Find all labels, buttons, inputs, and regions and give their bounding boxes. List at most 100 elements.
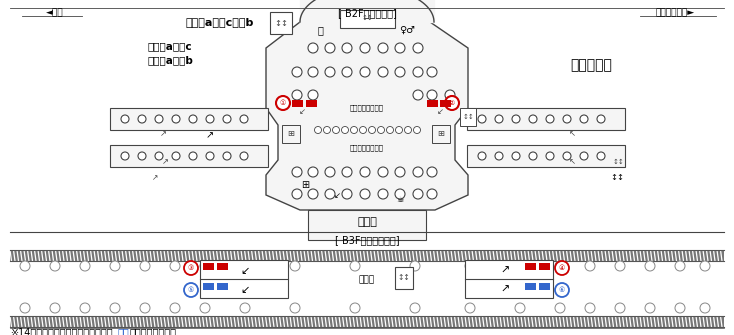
Text: ↕↕: ↕↕	[612, 159, 624, 165]
Circle shape	[395, 189, 405, 199]
Text: 改札内コンコース: 改札内コンコース	[350, 105, 384, 111]
Bar	[110, 108, 268, 130]
Circle shape	[580, 115, 588, 123]
Circle shape	[170, 303, 180, 313]
Circle shape	[615, 261, 625, 271]
Circle shape	[350, 303, 360, 313]
Bar	[525, 263, 536, 270]
Bar	[203, 263, 214, 270]
Circle shape	[675, 303, 685, 313]
Circle shape	[597, 115, 605, 123]
Circle shape	[223, 152, 231, 160]
Circle shape	[378, 43, 388, 53]
Circle shape	[292, 67, 302, 77]
Text: ↙: ↙	[437, 108, 443, 117]
Text: ②: ②	[449, 100, 455, 106]
Circle shape	[360, 189, 370, 199]
Bar	[525, 283, 536, 290]
Circle shape	[200, 303, 210, 313]
Circle shape	[342, 189, 352, 199]
Text: ※14枚セットにお申込みいただくと: ※14枚セットにお申込みいただくと	[10, 327, 112, 335]
Circle shape	[555, 283, 569, 297]
Bar	[200, 260, 288, 298]
Text: ♀♂: ♀♂	[399, 25, 415, 35]
Circle shape	[529, 152, 537, 160]
Circle shape	[512, 115, 520, 123]
Circle shape	[410, 261, 420, 271]
Circle shape	[240, 152, 248, 160]
Text: ↙: ↙	[299, 108, 305, 117]
Circle shape	[546, 152, 554, 160]
Circle shape	[172, 152, 180, 160]
Bar	[306, 100, 317, 107]
Circle shape	[360, 167, 370, 177]
Circle shape	[140, 303, 150, 313]
Circle shape	[184, 283, 198, 297]
Circle shape	[427, 90, 437, 100]
Circle shape	[308, 67, 318, 77]
Circle shape	[308, 189, 318, 199]
Text: ↕↕: ↕↕	[398, 273, 410, 282]
Circle shape	[478, 115, 486, 123]
Circle shape	[240, 261, 250, 271]
Bar	[395, 267, 413, 289]
Circle shape	[700, 261, 710, 271]
Circle shape	[585, 261, 595, 271]
Circle shape	[223, 115, 231, 123]
Text: ↙: ↙	[333, 192, 341, 201]
Circle shape	[351, 127, 357, 134]
Text: ↖: ↖	[569, 157, 575, 166]
Bar	[110, 145, 268, 167]
Text: 改札外コンコース: 改札外コンコース	[350, 145, 384, 151]
Circle shape	[515, 303, 525, 313]
Text: ↗: ↗	[501, 266, 509, 276]
Text: ホーム: ホーム	[359, 275, 375, 284]
Bar	[10, 316, 724, 327]
Circle shape	[20, 303, 30, 313]
Circle shape	[292, 189, 302, 199]
Circle shape	[50, 261, 60, 271]
Circle shape	[240, 115, 248, 123]
Circle shape	[20, 261, 30, 271]
Text: 出口４～７: 出口４～７	[570, 58, 612, 72]
Circle shape	[465, 303, 475, 313]
Circle shape	[290, 261, 300, 271]
Circle shape	[189, 115, 197, 123]
Circle shape	[645, 261, 655, 271]
Circle shape	[360, 43, 370, 53]
Circle shape	[240, 303, 250, 313]
Circle shape	[413, 127, 421, 134]
Text: 出口２a・２b: 出口２a・２b	[147, 55, 193, 65]
Text: 出口３: 出口３	[357, 217, 377, 227]
Text: ↗: ↗	[159, 130, 167, 138]
Text: ☕: ☕	[396, 196, 404, 204]
Circle shape	[206, 152, 214, 160]
Circle shape	[410, 303, 420, 313]
Circle shape	[563, 152, 571, 160]
Circle shape	[580, 152, 588, 160]
Circle shape	[404, 127, 412, 134]
Circle shape	[555, 303, 565, 313]
Circle shape	[333, 127, 340, 134]
Text: [ B3F（ホーム階）]: [ B3F（ホーム階）]	[335, 235, 399, 245]
Circle shape	[342, 67, 352, 77]
Text: ↗: ↗	[161, 157, 169, 166]
Circle shape	[172, 115, 180, 123]
Circle shape	[138, 115, 146, 123]
Circle shape	[512, 152, 520, 160]
Bar	[539, 263, 550, 270]
Circle shape	[184, 261, 198, 275]
Circle shape	[413, 43, 423, 53]
Circle shape	[378, 167, 388, 177]
Circle shape	[597, 152, 605, 160]
Circle shape	[413, 167, 423, 177]
Text: [ B2F（改札階）]: [ B2F（改札階）]	[338, 8, 396, 18]
Text: ↗: ↗	[206, 130, 214, 140]
Bar	[292, 100, 303, 107]
Bar	[308, 210, 426, 240]
Circle shape	[290, 303, 300, 313]
Text: ↗: ↗	[152, 174, 159, 183]
Bar	[427, 100, 438, 107]
Circle shape	[138, 152, 146, 160]
Circle shape	[314, 127, 321, 134]
